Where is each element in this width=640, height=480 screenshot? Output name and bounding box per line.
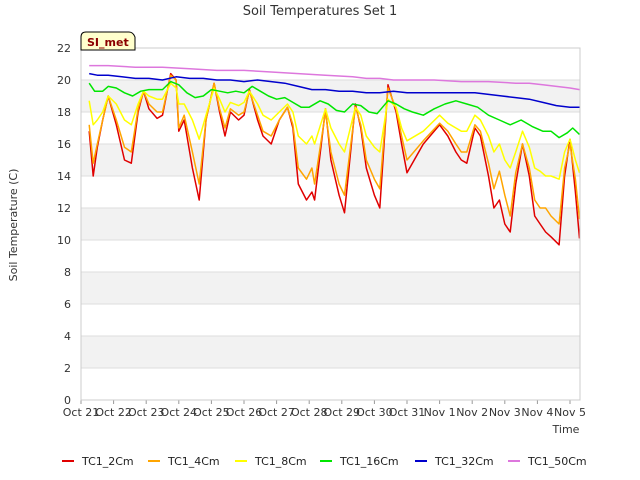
x-tick-label: Nov 1: [424, 406, 456, 419]
series-line-TC1_50Cm: [89, 64, 580, 91]
x-tick-label: Oct 28: [291, 406, 328, 419]
legend-label: TC1_2Cm: [81, 455, 134, 468]
legend: TC1_2Cm TC1_4Cm TC1_8Cm TC1_16Cm TC1_32Cm TC1…: [62, 455, 587, 468]
legend-label: TC1_16Cm: [339, 455, 399, 468]
legend-label: TC1_8Cm: [254, 455, 307, 468]
y-tick-label: 14: [57, 170, 71, 183]
series-line-TC1_8Cm: [88, 82, 581, 180]
x-tick-label: Nov 4: [521, 406, 553, 419]
legend-item-TC1_32Cm: TC1_32Cm: [415, 455, 494, 468]
x-axis-label: Time: [552, 423, 580, 436]
y-tick-label: 6: [64, 298, 71, 311]
x-tick-label: Oct 25: [193, 406, 230, 419]
y-tick-label: 8: [64, 266, 71, 279]
x-tick-label: Oct 21: [63, 406, 100, 419]
badge-label: SI_met: [87, 36, 129, 49]
x-tick-label: Oct 23: [128, 406, 165, 419]
y-tick-labels: 0 2 4 6 8 10 12 14 16 18 20 22: [57, 42, 71, 407]
legend-item-TC1_16Cm: TC1_16Cm: [320, 455, 399, 468]
x-tick-label: Oct 22: [95, 406, 132, 419]
band: [81, 208, 580, 240]
legend-label: TC1_32Cm: [434, 455, 494, 468]
x-tick-label: Oct 24: [161, 406, 198, 419]
y-tick-label: 22: [57, 42, 71, 55]
legend-item-TC1_50Cm: TC1_50Cm: [508, 455, 587, 468]
series-lines: [88, 64, 581, 246]
x-tick-label: Oct 31: [389, 406, 426, 419]
y-tick-label: 18: [57, 106, 71, 119]
series-line-TC1_16Cm: [88, 80, 581, 139]
x-tick-label: Oct 30: [356, 406, 393, 419]
band: [81, 336, 580, 368]
y-tick-label: 0: [64, 394, 71, 407]
band: [81, 272, 580, 304]
plot-frame: [80, 47, 581, 401]
y-tick-label: 20: [57, 74, 71, 87]
legend-item-TC1_2Cm: TC1_2Cm: [62, 455, 134, 468]
x-tick-label: Nov 5: [554, 406, 586, 419]
x-tick-label: Oct 29: [324, 406, 361, 419]
y-tick-label: 2: [64, 362, 71, 375]
y-tick-label: 12: [57, 202, 71, 215]
badge-shape: [80, 31, 136, 51]
x-tick-label: Oct 27: [258, 406, 295, 419]
station-badge: SI_met: [80, 31, 136, 51]
y-tick-label: 16: [57, 138, 71, 151]
legend-label: TC1_50Cm: [527, 455, 587, 468]
y-tick-label: 4: [64, 330, 71, 343]
series-line-TC1_4Cm: [88, 74, 581, 225]
legend-label: TC1_4Cm: [167, 455, 220, 468]
legend-item-TC1_8Cm: TC1_8Cm: [235, 455, 307, 468]
series-line-TC1_32Cm: [89, 72, 580, 108]
x-tick-label: Oct 26: [226, 406, 263, 419]
y-axis-label: Soil Temperature (C): [7, 169, 20, 282]
y-tick-label: 10: [57, 234, 71, 247]
legend-item-TC1_4Cm: TC1_4Cm: [148, 455, 220, 468]
x-tick-label: Nov 2: [456, 406, 488, 419]
x-tick-label: Nov 3: [489, 406, 521, 419]
chart-title: Soil Temperatures Set 1: [243, 4, 398, 19]
